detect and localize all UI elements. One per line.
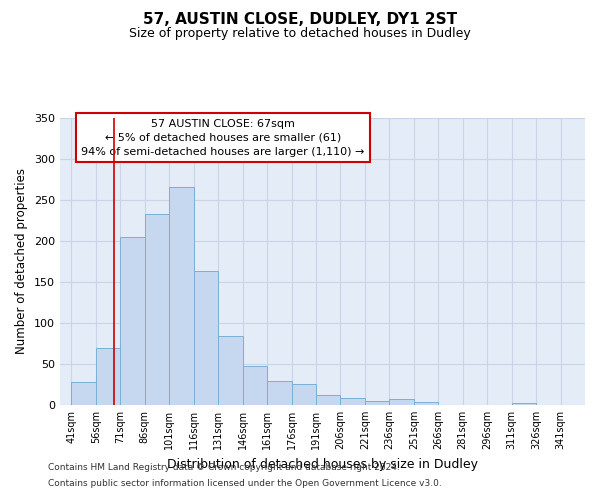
X-axis label: Distribution of detached houses by size in Dudley: Distribution of detached houses by size … [167,458,478,470]
Bar [316,395,340,405]
Text: Contains HM Land Registry data © Crown copyright and database right 2024.: Contains HM Land Registry data © Crown c… [48,464,400,472]
Bar [414,402,438,405]
Bar [389,399,414,405]
Bar [145,214,169,405]
Bar [292,384,316,405]
Bar [169,188,194,405]
Bar [340,398,365,405]
Bar [267,381,292,405]
Text: 57, AUSTIN CLOSE, DUDLEY, DY1 2ST: 57, AUSTIN CLOSE, DUDLEY, DY1 2ST [143,12,457,28]
Bar [71,382,96,405]
Bar [512,404,536,405]
Text: 57 AUSTIN CLOSE: 67sqm
← 5% of detached houses are smaller (61)
94% of semi-deta: 57 AUSTIN CLOSE: 67sqm ← 5% of detached … [81,119,364,157]
Bar [121,236,145,405]
Bar [242,366,267,405]
Y-axis label: Number of detached properties: Number of detached properties [16,168,28,354]
Bar [365,401,389,405]
Bar [96,348,121,405]
Text: Size of property relative to detached houses in Dudley: Size of property relative to detached ho… [129,28,471,40]
Bar [218,336,242,405]
Bar [194,271,218,405]
Text: Contains public sector information licensed under the Open Government Licence v3: Contains public sector information licen… [48,478,442,488]
